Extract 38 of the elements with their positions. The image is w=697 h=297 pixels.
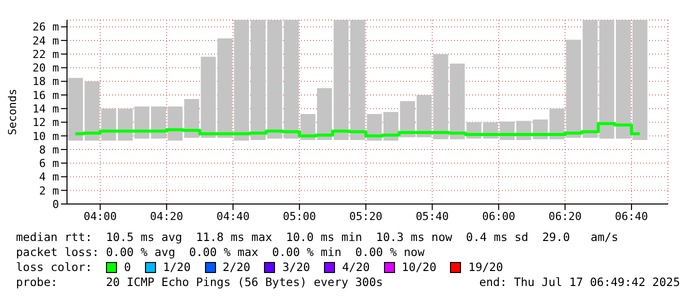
y-tick-label: 18 m [32, 75, 60, 88]
x-tick-label: 05:40 [416, 210, 449, 223]
text: end: Thu Jul 17 06:49:42 2025 [479, 275, 680, 290]
y-tick-label: 24 m [32, 34, 60, 48]
y-tick-label: 26 m [32, 20, 60, 34]
y-tick-label: 0 [52, 198, 59, 211]
y-tick-label: 22 m [32, 48, 60, 61]
y-axis-title: Seconds [6, 88, 19, 136]
x-tick-label: 06:00 [482, 210, 516, 223]
legend-label: 4/20 [342, 260, 370, 275]
legend-title: loss color: [16, 260, 94, 275]
legend-label: 1/20 [162, 260, 191, 275]
text: probe: 20 ICMP Echo Pings (56 Bytes) every 300s [16, 275, 383, 290]
x-tick-label: 06:40 [614, 210, 648, 223]
y-tick-label: 10 m [32, 130, 60, 143]
bar [599, 20, 614, 139]
x-tick-label: 05:20 [349, 210, 382, 223]
legend-label: 10/20 [402, 260, 436, 275]
y-tick-label: 20 m [32, 62, 60, 75]
y-tick-label: 8 m [39, 143, 60, 156]
legend-label: 0 [124, 260, 131, 275]
y-tick-label: 16 m [32, 88, 60, 102]
y-tick-label: 6 m [39, 157, 60, 170]
y-tick-label: 2 m [39, 184, 60, 198]
legend-label: 19/20 [468, 260, 504, 275]
text: median rtt: 10.5 ms avg 11.8 ms max 10.0 ms min 10.3 ms now 0.4 ms sd 29.0 am/s [16, 230, 620, 245]
legend-label: 2/20 [222, 260, 250, 275]
x-tick-label: 06:20 [548, 210, 582, 223]
x-tick-label: 05:00 [282, 210, 316, 223]
y-tick-label: 14 m [32, 102, 60, 116]
x-tick-label: 04:20 [150, 210, 184, 223]
legend-label: 3/20 [282, 260, 310, 275]
bar [350, 20, 366, 140]
x-tick-label: 04:40 [216, 210, 250, 223]
text: packet loss: 0.00 % avg 0.00 % max 0.00 % min 0.00 % now [16, 245, 426, 260]
y-tick-label: 4 m [39, 170, 60, 184]
y-tick-label: 12 m [32, 116, 60, 130]
x-tick-label: 04:00 [84, 210, 117, 223]
